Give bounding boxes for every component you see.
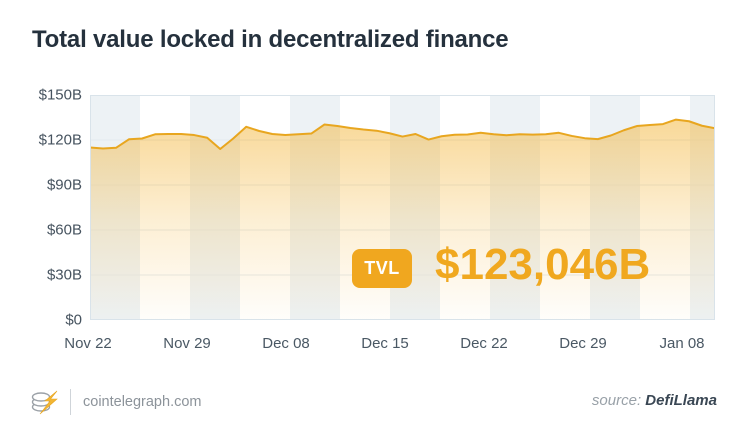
y-tick-label: $150B xyxy=(38,86,82,104)
x-tick-label: Dec 22 xyxy=(460,335,508,352)
y-tick-label: $60B xyxy=(46,221,82,239)
x-tick-label: Nov 22 xyxy=(64,335,112,352)
footer: cointelegraph.com source: DefiLlama xyxy=(0,386,750,418)
tvl-chart-svg xyxy=(90,95,715,320)
source-name: DefiLlama xyxy=(645,392,717,409)
tvl-line xyxy=(90,118,715,150)
tvl-current-value: $123,046B xyxy=(435,240,651,289)
tvl-badge-label: TVL xyxy=(364,258,400,278)
brand-divider xyxy=(70,389,71,415)
tvl-area xyxy=(90,119,715,320)
source-label: source: xyxy=(591,392,642,409)
brand: cointelegraph.com xyxy=(30,386,202,418)
tvl-badge: TVL xyxy=(352,249,412,288)
cointelegraph-logo-icon xyxy=(31,390,58,415)
x-tick-label: Dec 15 xyxy=(361,335,409,352)
x-tick-label: Dec 08 xyxy=(262,335,310,352)
source-credit: source: DefiLlama xyxy=(592,392,717,409)
x-tick-label: Nov 29 xyxy=(163,335,211,352)
plot-border xyxy=(90,95,715,320)
page-title: Total value locked in decentralized fina… xyxy=(32,26,509,53)
y-tick-label: $120B xyxy=(38,131,82,149)
site-name: cointelegraph.com xyxy=(83,394,202,410)
y-tick-label: $0 xyxy=(65,311,82,329)
y-tick-label: $90B xyxy=(46,176,82,194)
y-tick-label: $30B xyxy=(46,266,82,284)
x-tick-label: Jan 08 xyxy=(659,335,705,352)
x-tick-label: Dec 29 xyxy=(559,335,607,352)
